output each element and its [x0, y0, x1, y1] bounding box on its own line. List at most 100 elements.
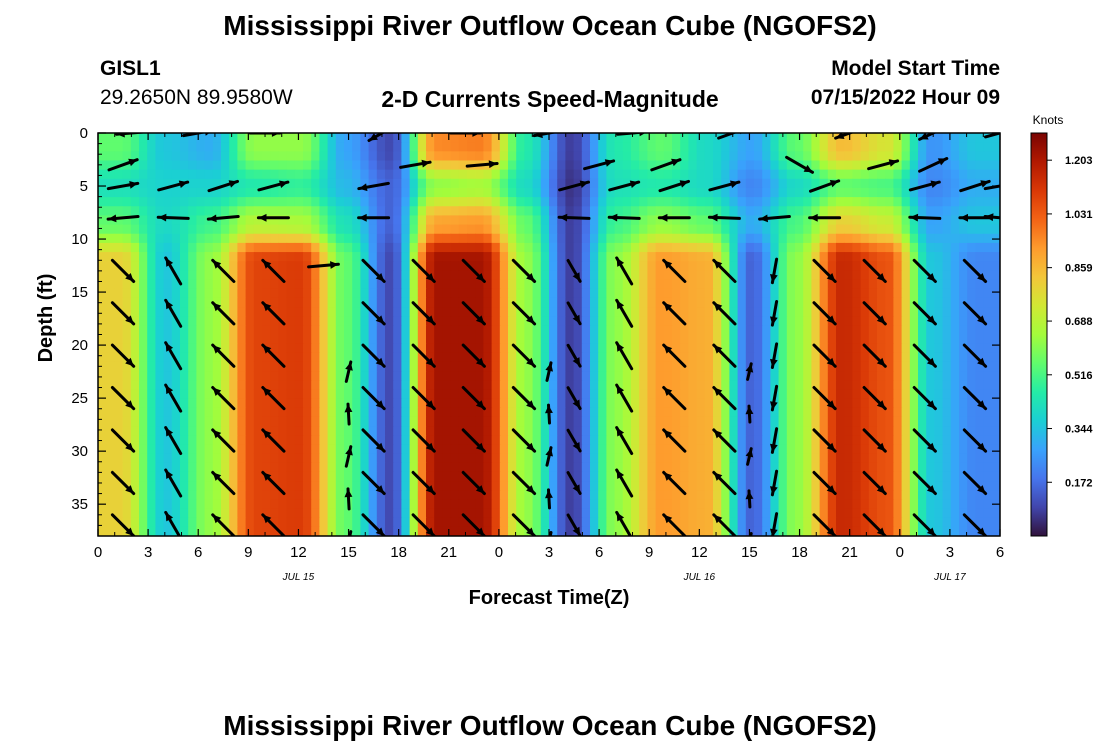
heatmap-cell: [245, 380, 255, 391]
heatmap-cell: [688, 526, 698, 536]
heatmap-cell: [130, 407, 140, 418]
heatmap-cell: [319, 426, 329, 436]
heatmap-cell: [417, 325, 427, 336]
heatmap-cell: [171, 215, 181, 226]
heatmap-cell: [672, 490, 681, 500]
heatmap-cell: [303, 499, 312, 510]
heatmap-cell: [393, 224, 402, 235]
heatmap-cell: [540, 471, 550, 482]
heatmap-cell: [516, 361, 525, 372]
heatmap-cell: [106, 380, 115, 391]
heatmap-cell: [171, 160, 181, 171]
heatmap-cell: [450, 444, 460, 455]
heatmap-cell: [754, 325, 763, 336]
current-vector: [256, 213, 290, 222]
heatmap-cell: [98, 352, 107, 363]
heatmap-cell: [352, 407, 361, 418]
heatmap-cell: [885, 133, 894, 143]
heatmap-cell: [155, 416, 165, 427]
heatmap-cell: [614, 160, 624, 171]
heatmap-cell: [196, 307, 206, 317]
heatmap-cell: [442, 270, 452, 281]
heatmap-cell: [959, 526, 968, 536]
heatmap-cell: [196, 389, 206, 400]
current-vector: [984, 133, 1000, 139]
heatmap-cell: [631, 297, 640, 308]
heatmap-cell: [147, 206, 156, 217]
heatmap-cell: [426, 233, 435, 244]
heatmap-cell: [114, 508, 124, 519]
heatmap-cell: [868, 453, 878, 464]
heatmap-cell: [188, 297, 197, 308]
heatmap-cell: [98, 334, 107, 345]
heatmap-cell: [844, 178, 853, 189]
heatmap-cell: [319, 490, 329, 500]
heatmap-cell: [606, 361, 616, 372]
heatmap-cell: [483, 444, 493, 455]
heatmap-cell: [762, 499, 771, 510]
heatmap-cell: [270, 398, 279, 409]
heatmap-cell: [245, 242, 255, 253]
heatmap-cell: [852, 334, 862, 345]
current-vector: [912, 301, 937, 326]
heatmap-cell: [376, 471, 386, 482]
heatmap-cell: [721, 151, 730, 162]
heatmap-cell: [130, 215, 140, 226]
heatmap-cell: [959, 380, 968, 391]
heatmap-cell: [631, 142, 640, 152]
heatmap-cell: [631, 407, 640, 418]
heatmap-cell: [196, 261, 206, 271]
heatmap-cell: [516, 178, 525, 189]
heatmap-cell: [754, 334, 763, 345]
heatmap-cell: [893, 133, 903, 143]
heatmap-cell: [901, 343, 911, 354]
heatmap-cell: [188, 178, 197, 189]
heatmap-cell: [180, 261, 189, 271]
heatmap-cell: [663, 490, 673, 500]
heatmap-cell: [811, 490, 821, 500]
heatmap-cell: [499, 233, 509, 244]
heatmap-cell: [975, 242, 985, 253]
heatmap-cell: [467, 169, 476, 180]
heatmap-cell: [204, 343, 214, 354]
heatmap-cell: [196, 197, 206, 207]
heatmap-cell: [434, 526, 443, 536]
heatmap-cell: [212, 435, 222, 446]
heatmap-cell: [983, 206, 993, 217]
heatmap-cell: [319, 334, 329, 345]
heatmap-cell: [540, 444, 550, 455]
heatmap-cell: [294, 435, 304, 446]
heatmap-cell: [344, 389, 353, 400]
heatmap-cell: [458, 206, 468, 217]
heatmap-cell: [540, 197, 550, 207]
heatmap-cell: [180, 380, 189, 391]
heatmap-cell: [98, 508, 107, 519]
heatmap-cell: [540, 206, 550, 217]
heatmap-cell: [270, 426, 279, 436]
heatmap-cell: [803, 435, 812, 446]
heatmap-cell: [991, 407, 1000, 418]
heatmap-cell: [524, 444, 534, 455]
heatmap-cell: [303, 133, 312, 143]
heatmap-cell: [983, 142, 993, 152]
heatmap-cell: [754, 453, 763, 464]
heatmap-cell: [549, 169, 558, 180]
heatmap-cell: [868, 206, 878, 217]
heatmap-cell: [360, 270, 370, 281]
heatmap-cell: [294, 297, 304, 308]
heatmap-cell: [434, 307, 443, 317]
heatmap-cell: [983, 389, 993, 400]
heatmap-cell: [434, 416, 443, 427]
heatmap-cell: [975, 261, 985, 271]
heatmap-cell: [590, 316, 599, 326]
heatmap-cell: [442, 343, 452, 354]
heatmap-cell: [204, 508, 214, 519]
heatmap-cell: [606, 462, 616, 473]
heatmap-cell: [819, 261, 829, 271]
heatmap-cell: [762, 435, 771, 446]
heatmap-cell: [991, 416, 1000, 427]
heatmap-cell: [278, 142, 288, 152]
heatmap-cell: [877, 297, 886, 308]
heatmap-cell: [557, 242, 566, 253]
heatmap-cell: [868, 169, 878, 180]
